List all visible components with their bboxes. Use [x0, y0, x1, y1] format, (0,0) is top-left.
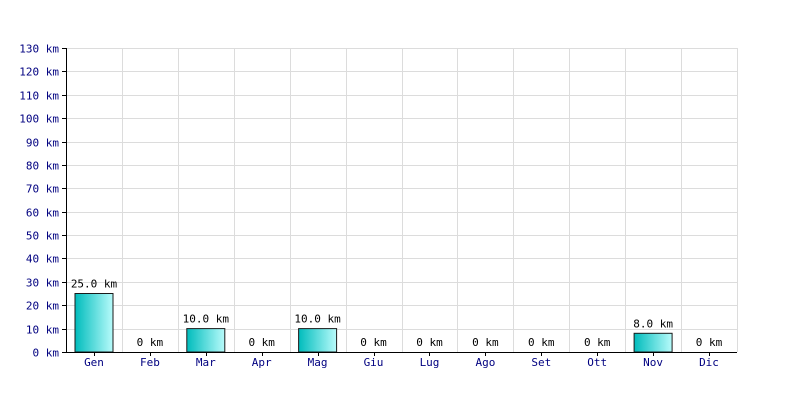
x-tick-label: Gen	[84, 356, 104, 369]
y-tick-label: 40 km	[26, 253, 59, 266]
bar-mag	[298, 328, 338, 353]
x-tick-label: Ago	[475, 356, 495, 369]
y-tick-label: 110 km	[19, 90, 59, 103]
bar-nov	[633, 332, 673, 353]
data-label: 0 km	[528, 336, 555, 349]
data-label: 0 km	[248, 336, 275, 349]
x-tick-label: Set	[531, 356, 551, 369]
data-label: 0 km	[137, 336, 164, 349]
y-tick-labels: 0 km 10 km 20 km 30 km 40 km 50 km 60 km 70 km 8…	[19, 43, 59, 360]
y-tick-label: 80 km	[26, 160, 59, 173]
y-tick-label: 20 km	[26, 300, 59, 313]
y-tick-label: 100 km	[19, 113, 59, 126]
x-tick-label: Feb	[140, 356, 160, 369]
data-label: 0 km	[696, 336, 723, 349]
x-tick-label: Nov	[643, 356, 663, 369]
x-tick-labels: Gen Feb Mar Apr Mag Giu Lug Ago Set Ott Nov Dic	[84, 356, 719, 369]
bars	[74, 293, 673, 353]
y-tick-label: 120 km	[19, 66, 59, 79]
x-tick-label: Apr	[252, 356, 272, 369]
y-tick-label: 130 km	[19, 43, 59, 56]
y-tick-label: 70 km	[26, 183, 59, 196]
data-label: 10.0 km	[294, 313, 341, 326]
data-label: 0 km	[472, 336, 499, 349]
data-label: 0 km	[416, 336, 443, 349]
y-tick-label: 50 km	[26, 230, 59, 243]
data-label: 10.0 km	[183, 313, 230, 326]
grid	[66, 48, 738, 353]
bar-mar	[186, 328, 226, 353]
y-tick-label: 0 km	[33, 347, 60, 360]
x-tick-label: Mag	[308, 356, 328, 369]
x-tick-label: Mar	[196, 356, 216, 369]
x-tick-label: Lug	[420, 356, 440, 369]
y-tick-label: 90 km	[26, 137, 59, 150]
y-tick-label: 10 km	[26, 324, 59, 337]
y-tick-label: 60 km	[26, 207, 59, 220]
x-tick-label: Dic	[699, 356, 719, 369]
data-label: 8.0 km	[633, 317, 673, 330]
x-tick-label: Ott	[587, 356, 607, 369]
x-tick-label: Giu	[364, 356, 384, 369]
data-label: 25.0 km	[71, 278, 118, 291]
data-label: 0 km	[360, 336, 387, 349]
axes	[62, 48, 737, 356]
bar-gen	[74, 293, 114, 353]
data-label: 0 km	[584, 336, 611, 349]
data-labels: 25.0 km 0 km 10.0 km 0 km 10.0 km 0 km 0 km 0 k…	[71, 278, 723, 350]
y-tick-label: 30 km	[26, 277, 59, 290]
